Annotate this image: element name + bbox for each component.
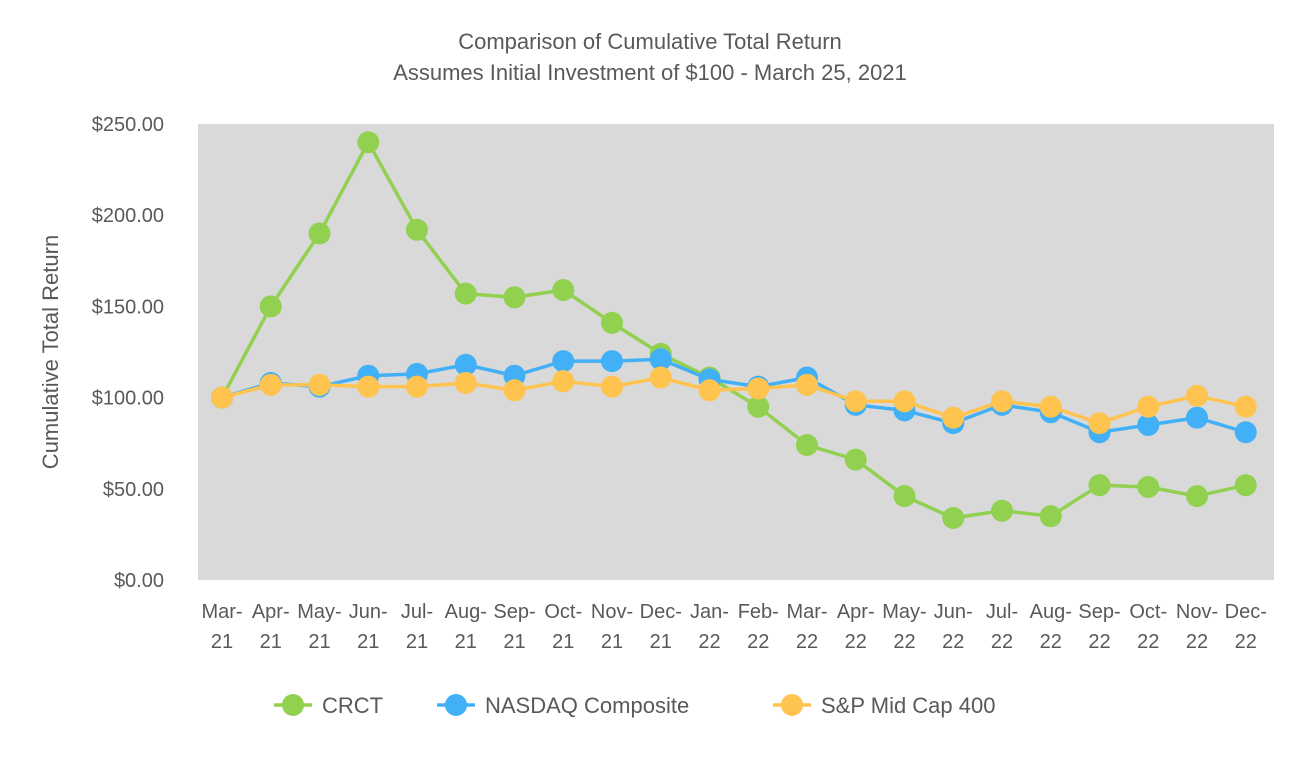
y-tick-label: $50.00 bbox=[103, 479, 164, 501]
x-tick-label: Jan-22 bbox=[690, 601, 729, 653]
y-tick-label: $250.00 bbox=[92, 114, 164, 136]
x-tick-label: May-21 bbox=[297, 601, 341, 653]
data-point-s-p-mid-cap-400 bbox=[552, 370, 575, 393]
x-axis-ticks: Mar-21Apr-21May-21Jun-21Jul-21Aug-21Sep-… bbox=[201, 601, 1266, 653]
data-point-crct bbox=[503, 286, 526, 309]
data-point-crct bbox=[357, 131, 380, 154]
data-point-crct bbox=[991, 499, 1013, 522]
data-point-s-p-mid-cap-400 bbox=[503, 379, 526, 402]
chart-title: Comparison of Cumulative Total Return bbox=[458, 29, 842, 54]
data-point-crct bbox=[308, 222, 331, 245]
legend-marker bbox=[781, 694, 803, 716]
data-point-crct bbox=[259, 295, 282, 318]
legend-marker bbox=[282, 694, 304, 716]
x-tick-label: Oct-22 bbox=[1129, 601, 1167, 653]
x-tick-label: Jul-22 bbox=[986, 601, 1018, 653]
data-point-s-p-mid-cap-400 bbox=[893, 390, 916, 413]
data-point-s-p-mid-cap-400 bbox=[1234, 395, 1257, 418]
legend-item-crct: CRCT bbox=[274, 693, 383, 718]
data-point-crct bbox=[1039, 505, 1062, 528]
data-point-nasdaq-composite bbox=[649, 348, 672, 371]
data-point-crct bbox=[844, 448, 867, 471]
x-tick-label: Aug-21 bbox=[445, 601, 487, 653]
x-tick-label: Mar-22 bbox=[786, 601, 827, 653]
y-tick-label: $100.00 bbox=[92, 388, 164, 410]
data-point-nasdaq-composite bbox=[1234, 421, 1257, 444]
y-tick-label: $150.00 bbox=[92, 296, 164, 318]
legend-item-nasdaq-composite: NASDAQ Composite bbox=[437, 693, 689, 718]
data-point-s-p-mid-cap-400 bbox=[406, 375, 428, 398]
data-point-s-p-mid-cap-400 bbox=[844, 390, 867, 413]
x-tick-label: Jun-22 bbox=[934, 601, 973, 653]
x-tick-label: Jul-21 bbox=[401, 601, 433, 653]
data-point-s-p-mid-cap-400 bbox=[1186, 384, 1208, 407]
series-line-nasdaq-composite bbox=[221, 357, 1247, 435]
data-point-crct bbox=[747, 395, 770, 418]
x-tick-label: May-22 bbox=[882, 601, 926, 653]
x-tick-label: Apr-21 bbox=[252, 601, 290, 653]
data-point-s-p-mid-cap-400 bbox=[942, 406, 965, 429]
series-line-s-p-mid-cap-400 bbox=[221, 375, 1247, 425]
plot-area bbox=[198, 124, 1274, 580]
legend-marker bbox=[445, 694, 467, 716]
series-line-crct bbox=[220, 140, 1247, 520]
data-point-s-p-mid-cap-400 bbox=[211, 386, 233, 409]
data-point-s-p-mid-cap-400 bbox=[357, 375, 380, 398]
legend-label: S&P Mid Cap 400 bbox=[821, 693, 995, 718]
y-tick-label: $200.00 bbox=[92, 205, 164, 227]
data-point-s-p-mid-cap-400 bbox=[796, 373, 818, 396]
x-tick-label: Nov-21 bbox=[591, 601, 633, 653]
legend-label: CRCT bbox=[322, 693, 383, 718]
x-tick-label: Aug-22 bbox=[1030, 601, 1072, 653]
data-point-nasdaq-composite bbox=[454, 353, 477, 376]
data-point-s-p-mid-cap-400 bbox=[601, 375, 623, 398]
chart-subtitle: Assumes Initial Investment of $100 - Mar… bbox=[393, 60, 907, 85]
data-point-crct bbox=[601, 311, 623, 334]
x-tick-label: Oct-21 bbox=[544, 601, 582, 653]
x-tick-label: Feb-22 bbox=[738, 601, 779, 653]
data-point-crct bbox=[1137, 475, 1160, 498]
data-point-s-p-mid-cap-400 bbox=[1039, 395, 1062, 418]
legend-label: NASDAQ Composite bbox=[485, 693, 689, 718]
data-point-crct bbox=[406, 218, 428, 241]
x-tick-label: Sep-22 bbox=[1078, 601, 1120, 653]
data-point-s-p-mid-cap-400 bbox=[747, 377, 770, 400]
x-tick-label: Mar-21 bbox=[201, 601, 242, 653]
data-point-s-p-mid-cap-400 bbox=[308, 373, 331, 396]
data-point-nasdaq-composite bbox=[601, 350, 623, 373]
data-point-s-p-mid-cap-400 bbox=[991, 390, 1013, 413]
legend: CRCT NASDAQ Composite S&P Mid Cap 400 bbox=[274, 693, 995, 718]
data-point-s-p-mid-cap-400 bbox=[454, 372, 477, 395]
series-layer bbox=[211, 131, 1257, 529]
data-point-s-p-mid-cap-400 bbox=[259, 373, 282, 396]
x-tick-label: Dec-22 bbox=[1225, 601, 1267, 653]
data-point-crct bbox=[454, 282, 477, 305]
x-tick-label: Sep-21 bbox=[493, 601, 535, 653]
data-point-nasdaq-composite bbox=[552, 350, 575, 373]
x-tick-label: Dec-21 bbox=[640, 601, 682, 653]
x-tick-label: Nov-22 bbox=[1176, 601, 1218, 653]
data-point-nasdaq-composite bbox=[1137, 413, 1160, 436]
data-point-crct bbox=[893, 485, 916, 508]
data-point-nasdaq-composite bbox=[1186, 406, 1208, 429]
data-point-crct bbox=[1234, 474, 1257, 497]
data-point-crct bbox=[1186, 485, 1208, 508]
y-tick-label: $0.00 bbox=[114, 570, 164, 592]
data-point-s-p-mid-cap-400 bbox=[649, 366, 672, 389]
data-point-crct bbox=[796, 434, 818, 457]
data-point-s-p-mid-cap-400 bbox=[1137, 395, 1160, 418]
x-tick-label: Jun-21 bbox=[349, 601, 388, 653]
data-point-crct bbox=[1088, 474, 1111, 497]
legend-item-s-p-mid-cap-400: S&P Mid Cap 400 bbox=[773, 693, 995, 718]
data-point-crct bbox=[942, 506, 965, 529]
y-axis-ticks: $0.00 $50.00 $100.00 $150.00 $200.00 $250.00 bbox=[92, 114, 164, 592]
y-axis-label: Cumulative Total Return bbox=[38, 235, 63, 469]
data-point-crct bbox=[552, 278, 575, 301]
series-s-p-mid-cap-400 bbox=[211, 366, 1257, 435]
data-point-s-p-mid-cap-400 bbox=[1088, 412, 1111, 435]
x-tick-label: Apr-22 bbox=[837, 601, 875, 653]
data-point-s-p-mid-cap-400 bbox=[698, 379, 721, 402]
